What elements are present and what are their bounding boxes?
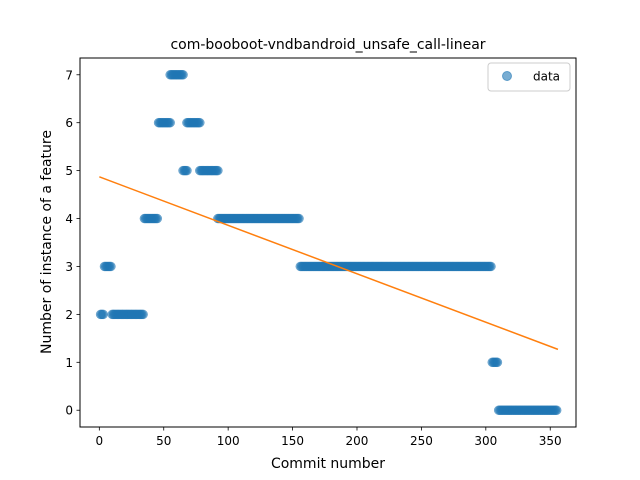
- y-tick-label: 4: [65, 212, 73, 226]
- data-point: [178, 70, 188, 80]
- data-point: [98, 309, 108, 320]
- x-tick-label: 50: [156, 434, 171, 448]
- x-tick-label: 300: [474, 434, 497, 448]
- x-tick-label: 250: [410, 434, 433, 448]
- legend: data: [487, 62, 571, 92]
- data-point: [195, 117, 205, 128]
- x-tick-label: 200: [346, 434, 369, 448]
- y-tick-label: 6: [65, 116, 73, 130]
- data-point: [213, 165, 223, 176]
- y-tick-label: 1: [65, 356, 73, 370]
- y-tick-label: 7: [65, 68, 73, 82]
- data-point: [294, 213, 304, 224]
- y-tick-label: 0: [65, 404, 73, 418]
- data-point: [138, 309, 148, 320]
- y-tick-label: 2: [65, 308, 73, 322]
- chart-title: com-booboot-vndbandroid_unsafe_call-line…: [170, 37, 485, 53]
- data-point: [106, 261, 116, 272]
- x-tick-label: 0: [96, 434, 104, 448]
- data-point: [182, 165, 192, 176]
- data-point: [551, 405, 562, 415]
- axes-frame: [79, 57, 577, 428]
- y-axis-label: Number of instance of a feature: [39, 130, 55, 354]
- data-point: [486, 261, 496, 272]
- legend-marker-data: [502, 71, 512, 81]
- y-tick-label: 5: [65, 164, 73, 178]
- x-tick-label: 150: [281, 434, 304, 448]
- y-tick-label: 3: [65, 260, 73, 274]
- x-tick-label: 100: [217, 434, 240, 448]
- x-tick-label: 350: [539, 434, 562, 448]
- data-point: [492, 357, 503, 368]
- data-point: [152, 213, 163, 224]
- x-axis: 0 50 100 150 200 250 300 350: [96, 427, 562, 448]
- legend-label-data: data: [533, 70, 560, 84]
- data-point: [165, 117, 175, 128]
- legend-box: [487, 62, 571, 92]
- fit-line: [99, 176, 559, 351]
- x-axis-label: Commit number: [271, 456, 385, 472]
- plot-area: [95, 70, 562, 415]
- y-axis: 0 1 2 3 4 5 6 7: [65, 68, 80, 418]
